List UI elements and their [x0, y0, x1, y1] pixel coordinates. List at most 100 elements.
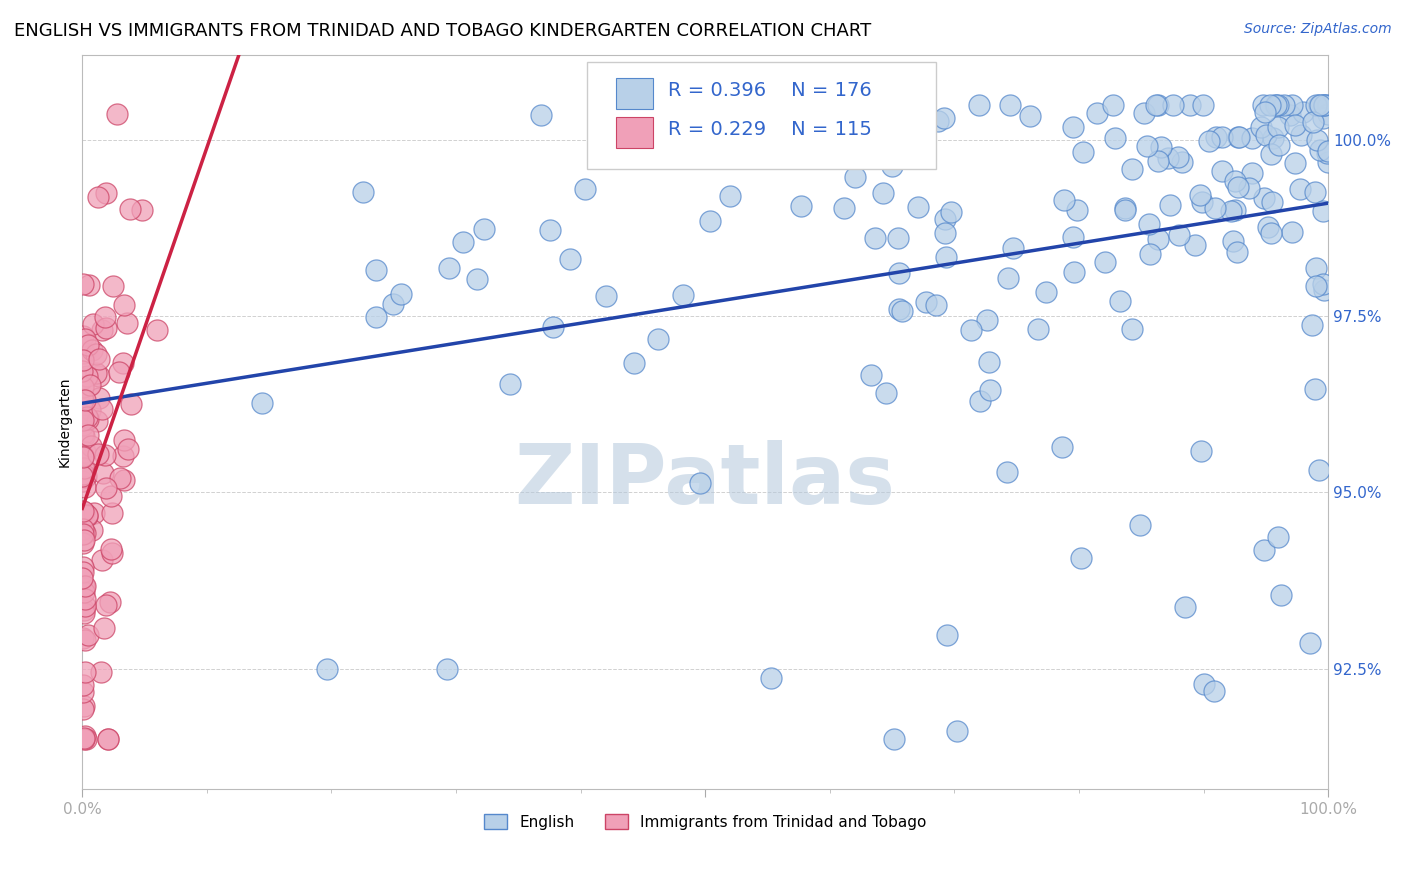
Point — [935, 250, 957, 264]
Point — [389, 287, 412, 301]
Point — [97, 732, 120, 747]
Point — [72, 392, 94, 407]
Point — [1147, 97, 1170, 112]
Point — [72, 475, 94, 489]
Point — [111, 449, 134, 463]
Point — [1226, 180, 1249, 194]
Point — [1066, 202, 1088, 217]
Text: Source: ZipAtlas.com: Source: ZipAtlas.com — [1244, 22, 1392, 37]
Point — [76, 628, 98, 642]
Bar — [616, 78, 652, 109]
Point — [761, 97, 783, 112]
Point — [98, 595, 121, 609]
Point — [998, 97, 1021, 112]
Point — [887, 265, 910, 279]
Point — [107, 365, 129, 379]
Point — [73, 592, 96, 607]
Point — [76, 509, 98, 524]
Point — [1198, 134, 1220, 148]
Point — [72, 467, 94, 481]
Point — [1317, 155, 1340, 169]
Point — [72, 393, 94, 408]
Point — [1071, 145, 1094, 159]
Point — [72, 277, 94, 291]
Point — [887, 231, 910, 245]
Point — [1121, 162, 1143, 177]
Point — [1114, 203, 1136, 218]
Point — [623, 356, 645, 370]
Point — [72, 450, 94, 464]
Point — [1253, 191, 1275, 205]
Point — [1180, 97, 1202, 112]
Point — [73, 533, 96, 548]
Point — [82, 317, 104, 331]
Point — [73, 665, 96, 680]
Point — [1257, 219, 1279, 234]
Point — [1139, 246, 1161, 260]
FancyBboxPatch shape — [586, 62, 936, 169]
Point — [1303, 185, 1326, 199]
Point — [352, 186, 374, 200]
Point — [79, 377, 101, 392]
Point — [77, 377, 100, 392]
Point — [1265, 97, 1288, 112]
Point — [1136, 138, 1159, 153]
Point — [72, 462, 94, 476]
Point — [89, 351, 111, 366]
Point — [1226, 245, 1249, 260]
Bar — [616, 118, 652, 148]
Point — [1167, 151, 1189, 165]
Point — [936, 628, 959, 642]
Point — [1159, 198, 1181, 212]
Point — [1150, 140, 1173, 154]
Point — [1308, 463, 1330, 477]
Point — [1261, 131, 1284, 145]
Point — [73, 602, 96, 616]
Point — [538, 223, 561, 237]
Point — [83, 506, 105, 520]
Point — [1281, 97, 1303, 112]
Point — [75, 469, 97, 483]
Point — [1313, 283, 1336, 297]
Point — [131, 202, 153, 217]
Point — [499, 376, 522, 391]
Point — [72, 364, 94, 378]
Point — [1253, 543, 1275, 558]
Point — [87, 447, 110, 461]
Point — [1317, 97, 1340, 112]
Point — [87, 392, 110, 406]
Point — [1267, 530, 1289, 544]
Point — [1303, 382, 1326, 396]
Point — [382, 296, 405, 310]
Point — [1264, 97, 1286, 112]
Point — [76, 508, 98, 522]
Point — [79, 278, 101, 293]
Point — [120, 397, 142, 411]
Point — [73, 345, 96, 359]
Point — [97, 732, 120, 747]
Point — [865, 231, 887, 245]
Point — [84, 366, 107, 380]
Point — [72, 527, 94, 541]
Point — [73, 505, 96, 519]
Point — [1204, 683, 1226, 698]
Point — [1281, 225, 1303, 239]
Point — [934, 227, 956, 241]
Point — [94, 320, 117, 334]
Point — [932, 112, 955, 126]
Point — [1312, 277, 1334, 292]
Text: R = 0.396    N = 176: R = 0.396 N = 176 — [668, 81, 872, 100]
Point — [120, 202, 142, 217]
Point — [1226, 130, 1249, 145]
Point — [1192, 677, 1215, 691]
Point — [1317, 144, 1340, 158]
Point — [1313, 97, 1336, 112]
Point — [1109, 294, 1132, 309]
Point — [1292, 105, 1315, 120]
Point — [789, 199, 811, 213]
Point — [101, 507, 124, 521]
Point — [315, 662, 337, 676]
Point — [1157, 151, 1180, 165]
Point — [1308, 97, 1330, 112]
Point — [907, 201, 929, 215]
